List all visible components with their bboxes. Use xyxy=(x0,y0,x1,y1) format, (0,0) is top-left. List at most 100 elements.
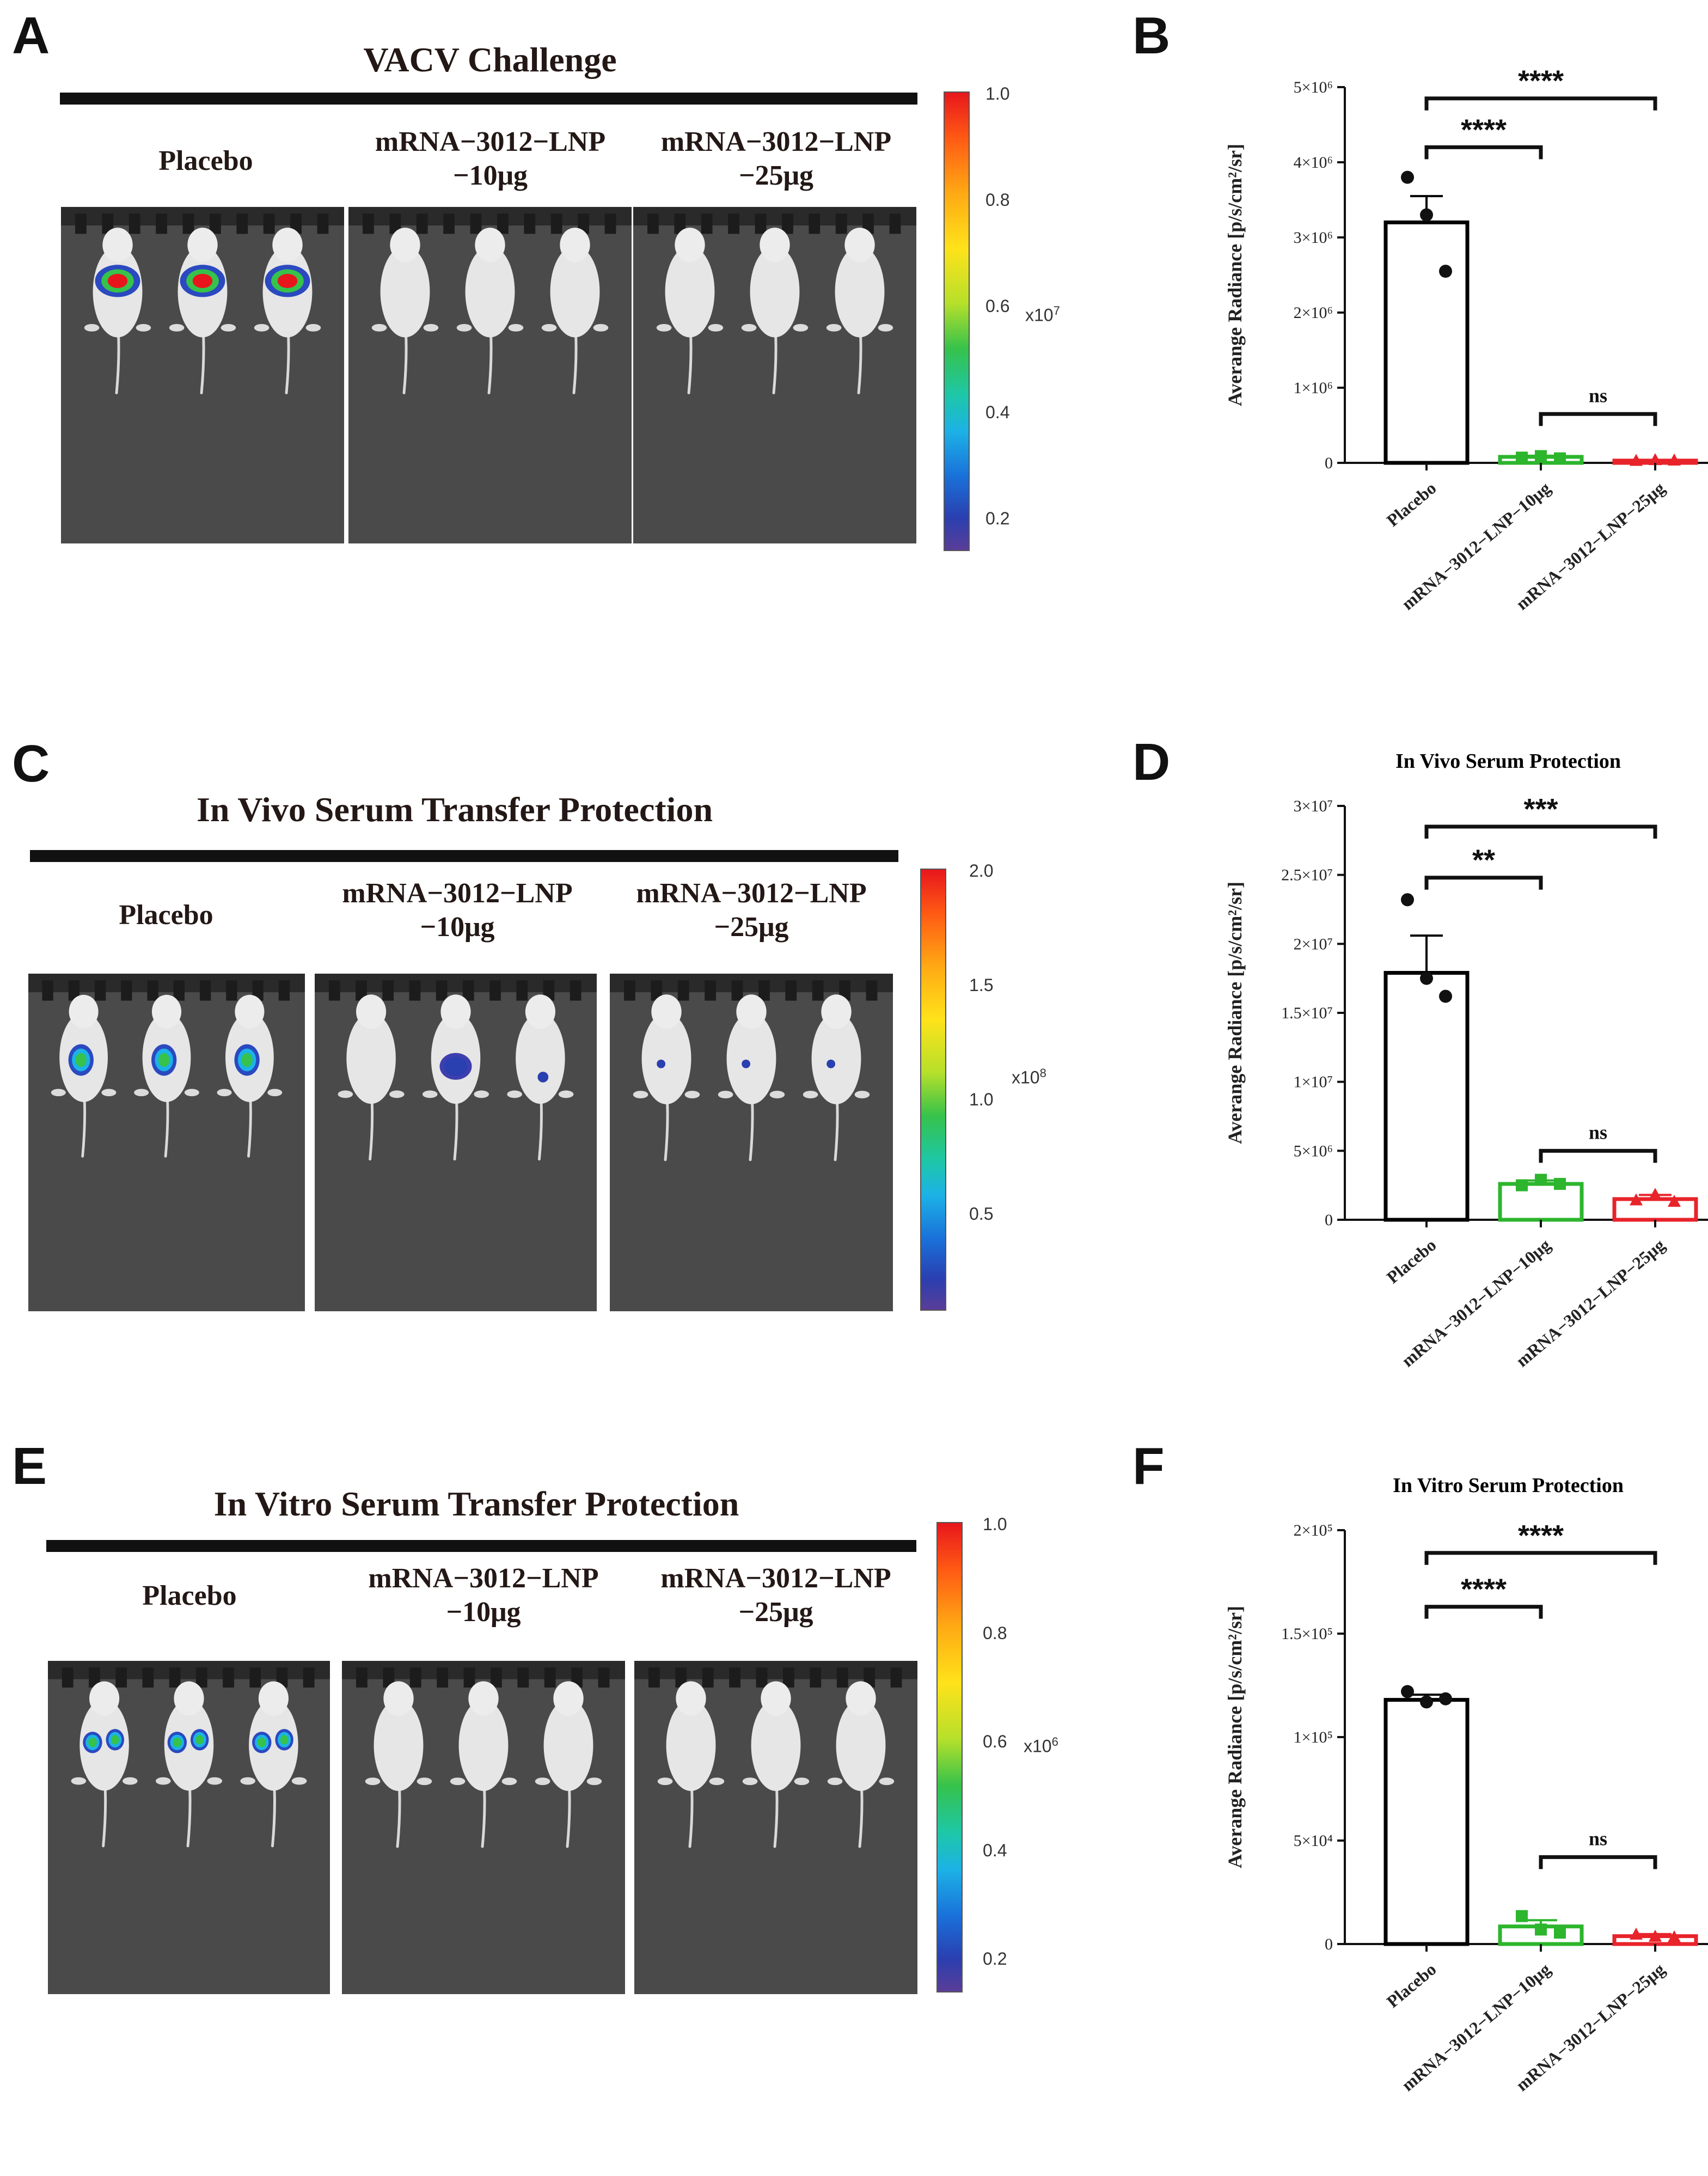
colorbar-tick-label: 0.2 xyxy=(983,1949,1007,1969)
data-point xyxy=(1649,1929,1662,1942)
mouse-figure xyxy=(371,228,439,395)
panel-e-image-placebo xyxy=(48,1661,330,1994)
mouse-figure xyxy=(240,1681,307,1848)
mouse-head xyxy=(390,228,420,262)
panel-a-image-25ug xyxy=(633,207,916,543)
mouse-figure xyxy=(656,228,724,395)
mouse-head xyxy=(102,228,133,262)
mouse-head xyxy=(174,1681,204,1716)
chart-d: In Vivo Serum Protection 0 5×10⁶ 1×10⁷ 1.5×1… xyxy=(1224,750,1708,1371)
luminescence-signal xyxy=(657,1059,666,1068)
mouse-body xyxy=(164,1700,214,1791)
mouse-head xyxy=(151,994,182,1029)
mouse-head xyxy=(844,228,875,262)
y-tick-label: 2×10⁵ xyxy=(1294,1521,1333,1539)
mouse-leg xyxy=(365,1777,381,1786)
mouse-leg xyxy=(879,1777,895,1786)
mouse-figure xyxy=(742,1681,810,1848)
data-point xyxy=(1535,1923,1547,1936)
mouse-figure xyxy=(338,994,405,1161)
panel-c-colorbar-unit: x108 xyxy=(1012,1066,1046,1087)
mouse-leg xyxy=(633,1091,648,1098)
mouse-leg xyxy=(217,1089,232,1097)
mouse-figure xyxy=(456,228,524,395)
panel-letter-c: C xyxy=(12,735,50,793)
y-tick-label: 3×10⁷ xyxy=(1294,797,1333,815)
chart-title: In Vitro Serum Protection xyxy=(1393,1474,1624,1497)
panel-letter-b: B xyxy=(1132,7,1171,65)
mouse-leg xyxy=(793,323,809,332)
mouse-head xyxy=(553,1681,584,1716)
mouse-figure xyxy=(71,1681,138,1848)
y-tick-label: 1.5×10⁵ xyxy=(1281,1625,1333,1643)
data-point xyxy=(1535,450,1547,462)
data-point xyxy=(1401,893,1414,907)
mouse-leg xyxy=(389,1090,405,1098)
mouse-head xyxy=(846,1681,876,1716)
panel-c-image-placebo xyxy=(28,974,305,1311)
mouse-leg xyxy=(136,323,151,332)
mouse-leg xyxy=(741,323,757,332)
mouse-figure xyxy=(217,994,283,1158)
luminescence-signal xyxy=(537,1072,549,1083)
mouse-leg xyxy=(422,1090,438,1098)
luminescence-signal xyxy=(444,1056,468,1076)
restraint-comb xyxy=(48,1661,330,1688)
colorbar-tick-label: 0.6 xyxy=(983,1732,1007,1752)
mouse-leg xyxy=(71,1777,87,1785)
mouse-leg xyxy=(371,323,387,332)
mouse-body xyxy=(380,246,430,338)
mouse-figure xyxy=(134,994,199,1158)
mouse-leg xyxy=(450,1777,466,1786)
y-tick-label: 1×10⁶ xyxy=(1294,379,1333,397)
mouse-image-svg xyxy=(634,1661,917,1848)
y-axis-label: Averange Radiance [p/s/cm²/sr] xyxy=(1224,882,1246,1144)
mouse-leg xyxy=(207,1777,223,1785)
luminescence-signal xyxy=(158,1053,170,1067)
mouse-body xyxy=(751,1700,801,1792)
panel-c-image-10ug xyxy=(315,974,597,1311)
panel-letter-a: A xyxy=(12,7,50,65)
mouse-leg xyxy=(501,1777,517,1786)
mouse-head xyxy=(468,1681,499,1716)
data-point xyxy=(1516,1179,1528,1191)
mouse-leg xyxy=(878,323,893,332)
mouse-body xyxy=(666,1700,716,1792)
mouse-body xyxy=(374,1700,424,1792)
panel-e-image-25ug xyxy=(634,1661,917,1994)
data-point xyxy=(1420,208,1433,222)
x-tick-label: Placebo xyxy=(1383,1235,1440,1287)
significance-bracket: **** xyxy=(1424,1519,1657,1565)
y-tick-label: 1×10⁵ xyxy=(1294,1728,1333,1746)
y-tick-label: 0 xyxy=(1325,1935,1333,1953)
panel-c-group-10ug: mRNA−3012−LNP −10μg xyxy=(342,878,573,943)
mouse-head xyxy=(821,994,852,1029)
y-tick-label: 5×10⁶ xyxy=(1294,1142,1333,1160)
mouse-head xyxy=(356,994,387,1029)
significance-label: *** xyxy=(1523,793,1558,826)
y-tick-label: 2.5×10⁷ xyxy=(1281,866,1333,884)
mouse-figure xyxy=(657,1681,725,1848)
significance-label: ns xyxy=(1589,384,1607,406)
colorbar-tick-label: 1.0 xyxy=(985,84,1010,103)
panel-a-colorbar xyxy=(944,91,970,551)
luminescence-signal xyxy=(195,1735,204,1745)
mouse-body xyxy=(465,246,515,338)
mouse-leg xyxy=(134,1089,149,1097)
mouse-leg xyxy=(709,1777,725,1786)
mouse-figure xyxy=(84,228,151,395)
panel-a-group-placebo: Placebo xyxy=(158,145,253,176)
colorbar-tick-label: 0.2 xyxy=(985,508,1010,528)
panel-a-group-25ug: mRNA−3012−LNP −25μg xyxy=(660,126,892,192)
luminescence-signal xyxy=(277,273,298,288)
mouse-leg xyxy=(51,1089,66,1097)
restraint-comb xyxy=(610,974,893,1001)
mouse-figure xyxy=(827,1681,895,1848)
luminescence-signal xyxy=(280,1735,289,1745)
y-tick-label: 0 xyxy=(1325,1211,1333,1229)
data-point xyxy=(1420,971,1433,985)
mouse-leg xyxy=(184,1089,199,1097)
y-tick-label: 2×10⁶ xyxy=(1294,304,1333,322)
mouse-leg xyxy=(338,1090,353,1098)
mouse-body xyxy=(458,1700,509,1792)
